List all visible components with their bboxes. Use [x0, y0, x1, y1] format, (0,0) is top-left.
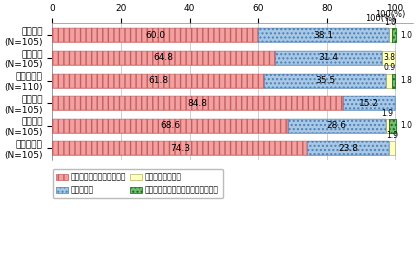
Bar — [52, 141, 307, 155]
Bar — [389, 28, 393, 42]
Bar — [258, 28, 389, 42]
Bar — [393, 28, 396, 42]
Text: 31.4: 31.4 — [319, 53, 339, 62]
Bar — [52, 96, 343, 110]
Bar — [288, 119, 386, 133]
Text: 64.8: 64.8 — [153, 53, 173, 62]
Text: 3.8: 3.8 — [383, 53, 395, 62]
Text: 84.8: 84.8 — [188, 99, 208, 108]
Bar — [52, 119, 288, 133]
Text: 1.9: 1.9 — [386, 131, 398, 140]
Text: 38.1: 38.1 — [314, 31, 334, 40]
Text: 68.6: 68.6 — [160, 121, 180, 130]
Bar — [393, 73, 395, 88]
Bar — [275, 51, 382, 65]
Bar — [343, 96, 395, 110]
Bar — [52, 51, 275, 65]
Bar — [288, 119, 386, 133]
Bar — [382, 51, 395, 65]
Legend: 今後海外展開をさらに拡大, 現状を維持, 縮小、撤退が必要, 今後は海外での事業展開は行わない: 今後海外展開をさらに拡大, 現状を維持, 縮小、撤退が必要, 今後は海外での事業… — [53, 169, 223, 198]
Text: 1.0: 1.0 — [400, 121, 413, 130]
Text: 28.6: 28.6 — [327, 121, 347, 130]
Text: 15.2: 15.2 — [359, 99, 380, 108]
Text: 1.0: 1.0 — [400, 31, 413, 40]
Text: 100(%): 100(%) — [375, 11, 406, 19]
Text: 23.8: 23.8 — [338, 144, 358, 153]
Bar — [52, 73, 265, 88]
Bar — [52, 119, 288, 133]
Text: 1.9: 1.9 — [382, 109, 394, 118]
Bar — [386, 73, 393, 88]
Bar — [389, 141, 395, 155]
Bar — [393, 28, 396, 42]
Bar — [52, 28, 258, 42]
Text: 61.8: 61.8 — [148, 76, 168, 85]
Text: 0.9: 0.9 — [383, 63, 395, 72]
Bar — [52, 51, 275, 65]
Text: 1.0: 1.0 — [385, 18, 397, 27]
Bar — [52, 141, 307, 155]
Text: 60.0: 60.0 — [145, 31, 166, 40]
Bar — [52, 73, 265, 88]
Bar — [265, 73, 386, 88]
Bar — [389, 119, 396, 133]
Bar — [389, 119, 396, 133]
Text: 1.8: 1.8 — [400, 76, 412, 85]
Bar — [52, 28, 258, 42]
Bar — [265, 73, 386, 88]
Bar — [52, 96, 343, 110]
Bar — [386, 119, 389, 133]
Text: 35.5: 35.5 — [315, 76, 335, 85]
Bar — [343, 96, 395, 110]
Text: 100(%): 100(%) — [365, 14, 395, 23]
Text: 74.3: 74.3 — [170, 144, 190, 153]
Bar — [258, 28, 389, 42]
Bar — [275, 51, 382, 65]
Bar — [393, 73, 395, 88]
Bar — [307, 141, 389, 155]
Bar — [307, 141, 389, 155]
